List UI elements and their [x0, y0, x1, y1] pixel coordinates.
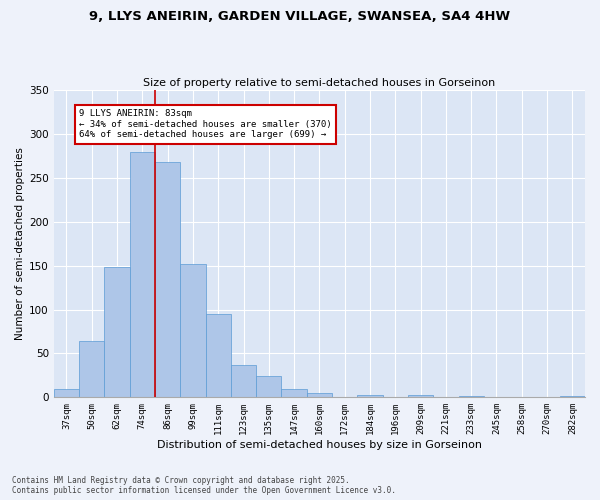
- Bar: [54, 388, 79, 398]
- Bar: [104, 268, 130, 398]
- Bar: [408, 394, 433, 398]
- Bar: [560, 396, 585, 398]
- Bar: [231, 365, 256, 398]
- Bar: [458, 396, 484, 398]
- X-axis label: Distribution of semi-detached houses by size in Gorseinon: Distribution of semi-detached houses by …: [157, 440, 482, 450]
- Bar: [256, 376, 281, 398]
- Y-axis label: Number of semi-detached properties: Number of semi-detached properties: [15, 148, 25, 340]
- Text: 9, LLYS ANEIRIN, GARDEN VILLAGE, SWANSEA, SA4 4HW: 9, LLYS ANEIRIN, GARDEN VILLAGE, SWANSEA…: [89, 10, 511, 23]
- Text: Contains HM Land Registry data © Crown copyright and database right 2025.
Contai: Contains HM Land Registry data © Crown c…: [12, 476, 396, 495]
- Bar: [281, 390, 307, 398]
- Bar: [155, 162, 180, 398]
- Bar: [79, 341, 104, 398]
- Bar: [307, 393, 332, 398]
- Bar: [206, 314, 231, 398]
- Bar: [180, 264, 206, 398]
- Text: 9 LLYS ANEIRIN: 83sqm
← 34% of semi-detached houses are smaller (370)
64% of sem: 9 LLYS ANEIRIN: 83sqm ← 34% of semi-deta…: [79, 110, 332, 140]
- Bar: [130, 152, 155, 398]
- Title: Size of property relative to semi-detached houses in Gorseinon: Size of property relative to semi-detach…: [143, 78, 496, 88]
- Bar: [358, 394, 383, 398]
